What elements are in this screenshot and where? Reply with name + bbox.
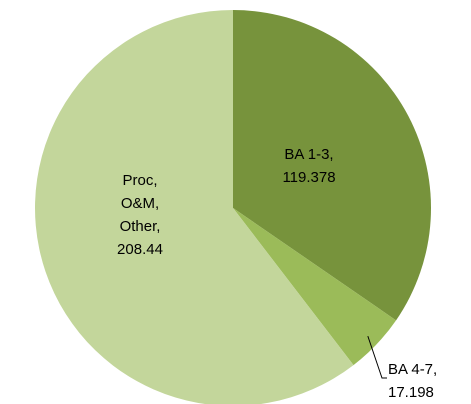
pie-slice — [35, 10, 354, 404]
data-label: BA 4-7, — [388, 361, 437, 378]
pie-slice — [233, 10, 431, 321]
data-label: BA 1-3, — [284, 146, 333, 163]
leader-line — [367, 335, 387, 379]
data-value-label: 208.44 — [117, 241, 163, 258]
data-label: Proc, O&M, Other, — [120, 172, 161, 235]
data-value-label: 119.378 — [282, 169, 335, 186]
data-value-label: 17.198 — [388, 384, 434, 401]
pie-slice — [233, 208, 397, 366]
